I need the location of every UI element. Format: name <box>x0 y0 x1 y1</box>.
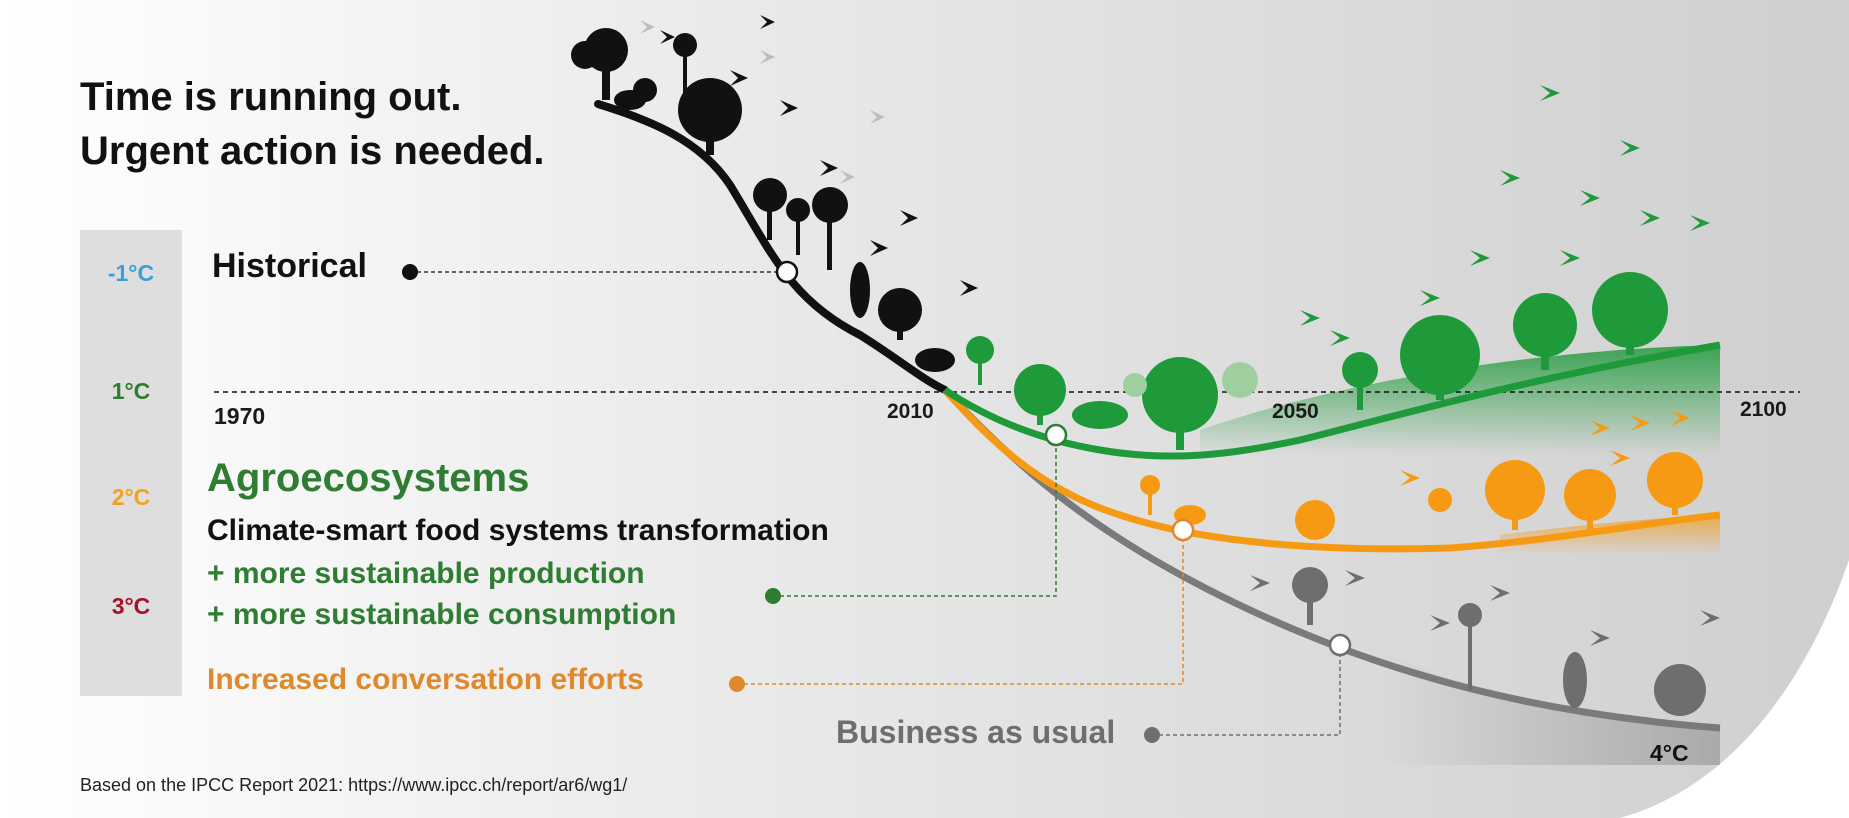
conservation-marker <box>1171 518 1195 542</box>
historical-label: Historical <box>212 247 367 285</box>
conservation-curve <box>942 387 1721 553</box>
conservation-wildlife <box>1140 410 1703 540</box>
headline-line-1: Time is running out. <box>80 75 462 119</box>
right-edge-swoosh <box>1620 560 1849 818</box>
agro-wildlife <box>966 85 1710 450</box>
temperature-scale-bar: -1°C 1°C 2°C 3°C <box>80 230 182 696</box>
agro-subtitle: Climate-smart food systems transformatio… <box>207 514 829 547</box>
year-1970: 1970 <box>214 403 266 429</box>
agro-leader <box>773 435 1057 597</box>
headline: Time is running out. Urgent action is ne… <box>80 70 545 178</box>
historical-dot <box>402 264 418 280</box>
temp-minus-1: -1°C <box>107 260 155 286</box>
year-2010: 2010 <box>887 400 934 423</box>
business-label: Business as usual <box>836 714 1116 750</box>
temp-plus-3: 3°C <box>111 593 151 619</box>
agro-faint-wildlife <box>1123 362 1258 398</box>
business-wildlife <box>1250 567 1720 716</box>
business-dot <box>1144 727 1160 743</box>
temp-plus-1: 1°C <box>111 378 151 404</box>
agro-line-1: + more sustainable production <box>207 557 645 590</box>
year-2100: 2100 <box>1740 398 1787 421</box>
business-leader <box>1152 645 1341 736</box>
historical-faint-wildlife <box>640 20 885 184</box>
conservation-label: Increased conversation efforts <box>207 663 644 696</box>
agro-marker <box>1044 423 1068 447</box>
agro-dot <box>765 588 781 604</box>
historical-curve <box>594 100 949 394</box>
business-marker <box>1328 633 1352 657</box>
headline-line-2: Urgent action is needed. <box>80 129 545 173</box>
historical-wildlife <box>571 15 978 372</box>
source-citation: Based on the IPCC Report 2021: https://w… <box>80 775 628 795</box>
agro-line-2: + more sustainable consumption <box>207 598 677 631</box>
temp-plus-2: 2°C <box>111 484 151 510</box>
end-temperature: 4°C <box>1650 740 1689 766</box>
historical-marker <box>775 260 799 284</box>
conservation-leader <box>737 530 1184 685</box>
agro-curve <box>943 341 1721 460</box>
conservation-dot <box>729 676 745 692</box>
year-2050: 2050 <box>1272 400 1319 423</box>
agro-title: Agroecosystems <box>207 456 530 500</box>
